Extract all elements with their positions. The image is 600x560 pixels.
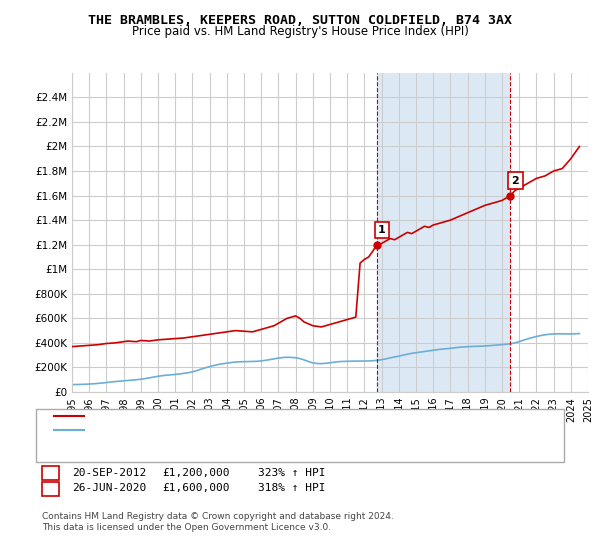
Text: 1: 1 [378, 225, 386, 235]
Text: 20-SEP-2012: 20-SEP-2012 [72, 468, 146, 478]
Text: 1: 1 [47, 468, 54, 478]
Text: THE BRAMBLES, KEEPERS ROAD, SUTTON COLDFIELD, B74 3AX (detached house): THE BRAMBLES, KEEPERS ROAD, SUTTON COLDF… [93, 411, 499, 421]
Text: 318% ↑ HPI: 318% ↑ HPI [258, 483, 325, 493]
Text: 2: 2 [512, 176, 519, 186]
Text: Price paid vs. HM Land Registry's House Price Index (HPI): Price paid vs. HM Land Registry's House … [131, 25, 469, 38]
Text: Contains HM Land Registry data © Crown copyright and database right 2024.
This d: Contains HM Land Registry data © Crown c… [42, 512, 394, 532]
Text: £1,600,000: £1,600,000 [162, 483, 229, 493]
Text: THE BRAMBLES, KEEPERS ROAD, SUTTON COLDFIELD, B74 3AX: THE BRAMBLES, KEEPERS ROAD, SUTTON COLDF… [88, 14, 512, 27]
Bar [377, 73, 510, 392]
Text: 323% ↑ HPI: 323% ↑ HPI [258, 468, 325, 478]
Text: HPI: Average price, detached house, Lichfield: HPI: Average price, detached house, Lich… [93, 424, 320, 435]
Text: £1,200,000: £1,200,000 [162, 468, 229, 478]
Text: 26-JUN-2020: 26-JUN-2020 [72, 483, 146, 493]
Text: 2: 2 [47, 483, 54, 493]
